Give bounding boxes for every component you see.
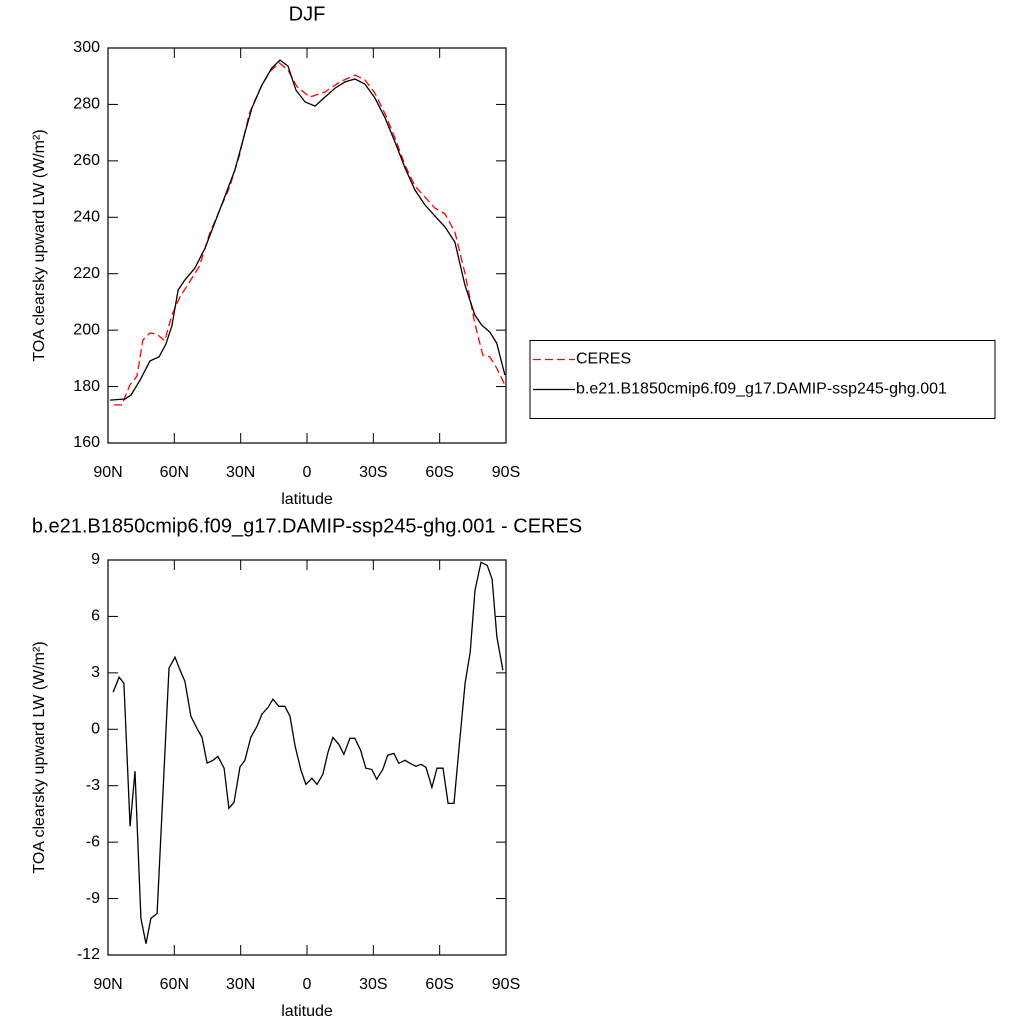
x-tick-label: 90N (93, 464, 122, 481)
y-tick-label: 0 (91, 721, 100, 738)
x-tick-label: 90N (93, 976, 122, 993)
data-line (109, 59, 506, 401)
x-tick-label: 30N (226, 976, 255, 993)
x-tick-label: 90S (492, 464, 520, 481)
x-tick-label: 60N (160, 464, 189, 481)
y-tick-label: 9 (91, 551, 100, 568)
y-tick-label: 180 (73, 378, 100, 395)
y-tick-label: 220 (73, 265, 100, 282)
y-tick-label: -12 (77, 946, 100, 963)
data-line (114, 62, 506, 406)
y-axis-label: TOA clearsky upward LW (W/m²) (31, 129, 48, 361)
y-tick-label: 6 (91, 608, 100, 625)
legend-label: CERES (576, 351, 631, 368)
y-tick-label: 3 (91, 664, 100, 681)
x-tick-label: 90S (492, 976, 520, 993)
chart-title: b.e21.B1850cmip6.f09_g17.DAMIP-ssp245-gh… (32, 515, 582, 537)
data-line (112, 561, 504, 944)
x-tick-label: 30N (226, 464, 255, 481)
x-tick-label: 60N (160, 976, 189, 993)
chart-title: DJF (289, 3, 326, 25)
y-tick-label: 300 (73, 39, 100, 56)
x-tick-label: 60S (425, 976, 453, 993)
x-tick-label: 60S (425, 464, 453, 481)
x-axis-label: latitude (281, 491, 333, 508)
x-tick-label: 0 (303, 976, 312, 993)
plot-frame (107, 559, 507, 956)
y-axis-label: TOA clearsky upward LW (W/m²) (31, 641, 48, 873)
y-tick-label: -6 (86, 833, 100, 850)
x-tick-label: 0 (303, 464, 312, 481)
y-tick-label: 200 (73, 321, 100, 338)
x-axis-label: latitude (281, 1003, 333, 1020)
legend-label: b.e21.B1850cmip6.f09_g17.DAMIP-ssp245-gh… (576, 381, 947, 398)
legend-box (529, 340, 996, 419)
y-tick-label: 240 (73, 209, 100, 226)
y-tick-label: -9 (86, 890, 100, 907)
x-tick-label: 30S (359, 464, 387, 481)
y-tick-label: 160 (73, 434, 100, 451)
y-tick-label: 260 (73, 152, 100, 169)
plot-frame (107, 47, 507, 444)
y-tick-label: -3 (86, 777, 100, 794)
y-tick-label: 280 (73, 96, 100, 113)
x-tick-label: 30S (359, 976, 387, 993)
